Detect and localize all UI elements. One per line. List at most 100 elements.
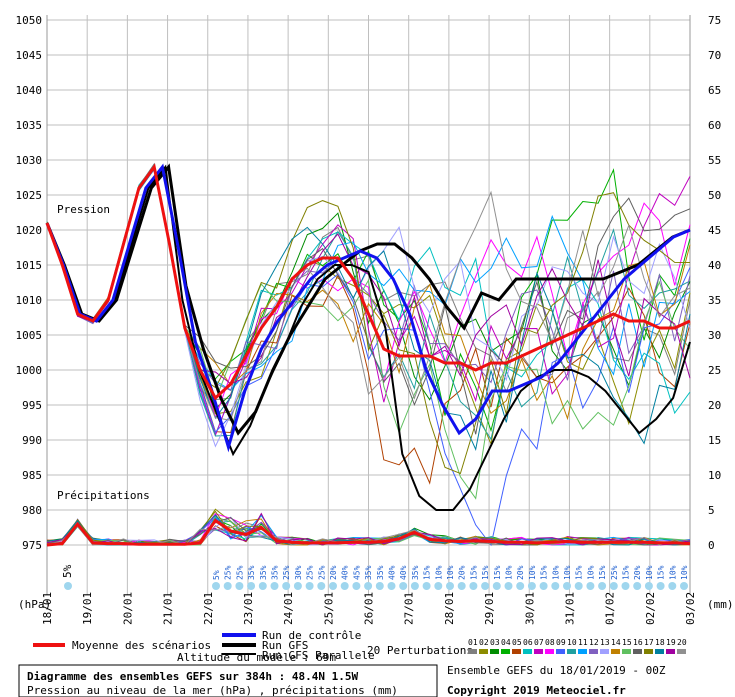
gfs-parallele-line [46,164,691,511]
right-tick-label: 10 [708,469,721,482]
snow-flake-icon [563,582,571,590]
member-swatch [479,649,488,654]
snow-flake-icon [680,582,688,590]
precip-percent: 20% [516,565,525,580]
precip-percent: 40% [388,565,397,580]
precip-percent: 10% [668,565,677,580]
right-tick-label: 30 [708,329,721,342]
member-swatch [556,649,565,654]
snow-flake-icon [434,582,443,590]
left-tick-label: 980 [22,504,42,517]
snow-flake-icon [399,582,408,590]
precip-percent-row: 5% 5% 25% 25% 35% 35% 35% 25% 30% 25% 25% 20% 40% 45%… [61,564,689,590]
snow-flake-icon [235,582,244,590]
grid [46,15,691,595]
precip-percent: 10% [563,565,572,580]
left-tick-label: 1020 [16,224,43,237]
member-swatch [666,649,675,654]
snow-flake-icon [457,582,466,590]
precip-percent: 5% [212,570,221,580]
snow-flake-icon [364,582,373,590]
precip-percent: 10% [586,565,595,580]
left-tick-label: 1050 [16,14,43,27]
precip-percent: 25% [306,565,315,580]
right-tick-label: 25 [708,364,721,377]
member-swatch [534,649,543,654]
member-swatch [600,649,609,654]
precip-percent: 10% [551,565,560,580]
y-unit-right: (mm) [707,598,734,611]
member-number: 05 [512,638,522,647]
x-tick-label: 22/01 [202,592,215,625]
legend-gfs-par-label: Run GFS Parallele [262,649,375,662]
precip-percent: 15% [469,565,478,580]
legend-control-label: Run de contrôle [262,629,361,642]
member-swatch [633,649,642,654]
member-number: 06 [523,638,533,647]
x-tick-label: 28/01 [443,592,456,625]
snow-flake-icon [609,582,618,590]
copyright: Copyright 2019 Meteociel.fr [447,684,626,697]
member-swatch [644,649,653,654]
right-tick-label: 40 [708,259,721,272]
snow-flake-icon [551,582,560,590]
precip-percent: 35% [271,565,280,580]
precipitations-label: Précipitations [57,489,150,502]
right-axis-labels: 0 5 10 15 20 25 30 35 40 45 50 55 60 65 70 75 [708,14,721,552]
precip-percent: 35% [247,565,256,580]
x-tick-label: 20/01 [121,592,134,625]
precip-percent: 20% [458,565,467,580]
right-tick-label: 5 [708,504,715,517]
right-tick-label: 15 [708,434,721,447]
run-info: Ensemble GEFS du 18/01/2019 - 00Z [447,664,666,677]
member-number: 08 [545,638,555,647]
pression-label: Pression [57,203,110,216]
x-tick-label: 01/02 [604,592,617,625]
precip-percent: 10% [434,565,443,580]
mean-precip-line [46,518,691,547]
precip-percent: 40% [341,565,350,580]
precip-percent: 15% [657,565,666,580]
left-axis-labels: 975 980 985 990 995 1000 1005 1010 1015 1020 1025 1… [16,14,43,552]
x-tick-label: 29/01 [483,592,496,625]
precip-percent: 20% [633,565,642,580]
member-number: 13 [600,638,610,647]
member-legend: 01 02 03 04 05 06 07 08 09 10 11 12 13 14 15 16 17 18 19 20 [468,638,687,654]
x-axis-labels: 18/01 19/01 20/01 21/01 22/01 23/01 24/01 25/01… [41,592,697,625]
right-tick-label: 20 [708,399,721,412]
snow-flake-icon [223,582,232,590]
precip-percent: 10% [505,565,514,580]
x-tick-label: 25/01 [322,592,335,625]
right-tick-label: 45 [708,224,721,237]
left-tick-label: 1010 [16,294,43,307]
precip-percent: 35% [411,565,420,580]
snow-flake-icon [329,582,337,590]
member-swatch [501,649,510,654]
member-number: 12 [589,638,599,647]
snow-flake-icon [387,582,396,590]
member-number: 18 [655,638,665,647]
member-number: 09 [556,638,566,647]
snow-flake-icon [212,582,220,590]
snow-flake-icon [633,582,642,590]
precip-percent: 35% [364,565,373,580]
precip-percent: 25% [317,565,326,580]
precip-percent: 35% [376,565,385,580]
x-tick-label: 30/01 [523,592,536,625]
right-tick-label: 70 [708,49,721,62]
info-box [18,664,438,697]
x-tick-label: 19/01 [81,592,94,625]
precip-percent: 15% [540,565,549,580]
snow-flake-icon [574,582,583,590]
snow-flake-icon [668,582,677,590]
diagram-title: Diagramme des ensembles GEFS sur 384h : … [27,670,359,683]
snow-flake-icon [293,582,302,590]
member-swatch [611,649,620,654]
precip-percent: 25% [610,565,619,580]
snow-flake-icon [586,582,595,590]
x-tick-label: 24/01 [282,592,295,625]
precip-percent: 15% [575,565,584,580]
member-number: 14 [611,638,621,647]
precip-percent: 5% [61,564,74,578]
